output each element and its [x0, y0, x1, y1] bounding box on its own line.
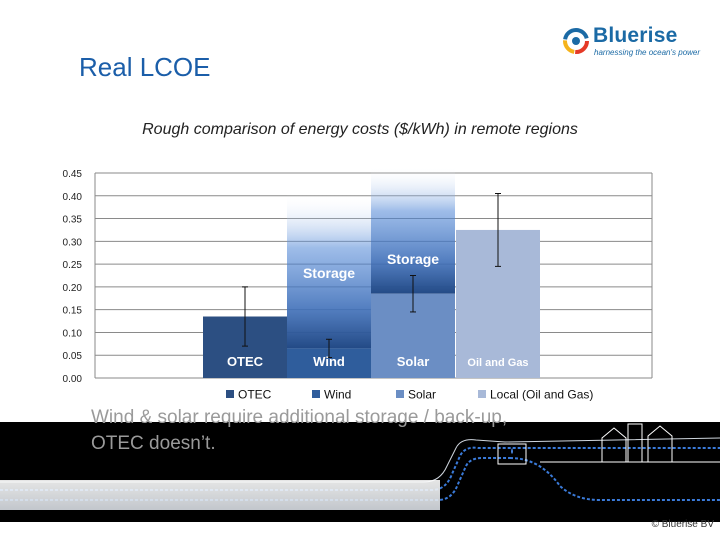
y-tick-label: 0.10 [63, 328, 83, 339]
legend-swatch [312, 390, 320, 398]
legend-label: OTEC [238, 388, 272, 402]
legend-label: Wind [324, 388, 351, 402]
logo-tagline: harnessing the ocean's power [594, 48, 701, 57]
caption-line-1: Wind & solar require additional storage … [91, 407, 508, 428]
bar-label: Solar [397, 354, 430, 369]
y-tick-label: 0.15 [63, 306, 83, 317]
chart-title: Rough comparison of energy costs ($/kWh)… [142, 121, 578, 138]
storage-block [371, 166, 455, 294]
bar-label: OTEC [227, 354, 264, 369]
bluerise-logo: Bluerise harnessing the ocean's power [563, 24, 713, 58]
y-tick-label: 0.00 [63, 374, 83, 385]
y-tick-label: 0.45 [63, 169, 83, 180]
storage-label: Storage [303, 265, 355, 281]
bar-label: Oil and Gas [467, 357, 528, 369]
legend-swatch [478, 390, 486, 398]
legend-swatch [396, 390, 404, 398]
cost-comparison-chart: 0.00 0.05 0.10 0.15 0.20 0.25 0.30 0.35 0.40 0.45… [63, 166, 653, 402]
slide-title: Real LCOE [79, 52, 211, 82]
bar-label: Wind [313, 354, 345, 369]
copyright: © Bluerise BV [651, 519, 714, 530]
storage-label: Storage [387, 251, 439, 267]
y-tick-label: 0.40 [63, 192, 83, 203]
y-tick-label: 0.35 [63, 215, 83, 226]
legend-swatch [226, 390, 234, 398]
logo-name: Bluerise [593, 24, 678, 47]
y-tick-label: 0.25 [63, 260, 83, 271]
caption-line-2: OTEC doesn’t. [91, 433, 216, 454]
bluerise-swirl-icon [563, 28, 589, 54]
slide-caption: Wind & solar require additional storage … [91, 405, 507, 457]
y-tick-label: 0.05 [63, 351, 83, 362]
legend-label: Solar [408, 388, 436, 402]
ocean-pipeline-illustration [0, 423, 720, 510]
legend-label: Local (Oil and Gas) [490, 388, 593, 402]
storage-block [287, 193, 371, 349]
y-tick-label: 0.20 [63, 283, 83, 294]
y-tick-label: 0.30 [63, 237, 83, 248]
